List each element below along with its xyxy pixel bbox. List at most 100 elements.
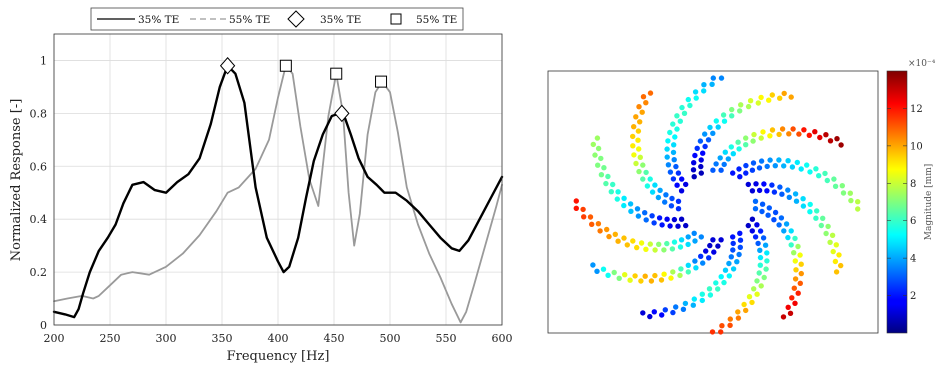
scatter-point	[745, 222, 751, 229]
scatter-point	[766, 205, 772, 211]
scatter-point	[590, 262, 596, 268]
scatter-point	[691, 296, 697, 302]
scatter-point	[755, 240, 761, 247]
scatter-point	[718, 75, 725, 81]
scatter-point	[648, 278, 655, 284]
scatter-point	[743, 170, 749, 176]
scatter-point	[670, 309, 676, 316]
scatter-point	[595, 162, 601, 168]
scatter-point	[715, 243, 721, 249]
scatter-point	[587, 214, 594, 220]
diamond-marker	[334, 104, 350, 123]
scatter-point	[634, 206, 641, 212]
scatter-point	[721, 161, 727, 168]
y-tick-label: 0.2	[30, 266, 48, 279]
scatter-point	[665, 162, 672, 168]
scatter-point	[663, 192, 669, 198]
scatter-point	[667, 129, 673, 136]
scatter-point	[797, 252, 803, 258]
scatter-point	[847, 190, 853, 196]
scatter-point	[792, 258, 798, 264]
scatter-point	[605, 272, 611, 278]
scatter-point	[779, 126, 786, 132]
line-markers-group	[219, 56, 388, 123]
scatter-point	[659, 222, 665, 228]
y-tick-label: 0.6	[30, 160, 48, 173]
scatter-point	[647, 90, 654, 96]
scatter-point	[720, 112, 727, 118]
scatter-point	[754, 278, 760, 284]
y-tick-label: 0.8	[30, 107, 48, 120]
scatter-point	[669, 246, 676, 252]
scatter-point	[671, 239, 678, 245]
scatter-point	[822, 170, 828, 177]
scatter-point	[615, 238, 621, 244]
scatter-point	[710, 237, 716, 243]
scatter-point	[817, 134, 823, 141]
scatter-point	[757, 247, 763, 253]
scatter-point	[608, 189, 614, 195]
series-line-55-te	[53, 64, 503, 324]
scatter-point	[756, 165, 763, 171]
scatter-point	[795, 243, 801, 250]
scatter-point	[667, 223, 673, 229]
scatter-point	[709, 81, 715, 88]
scatter-point	[757, 254, 764, 261]
x-tick-labels: 200 250 300 350 400 450 500 550 600	[44, 332, 513, 345]
scatter-point	[786, 131, 792, 137]
scatter-point	[756, 187, 763, 194]
scatter-point	[710, 167, 716, 173]
scatter-point	[694, 145, 700, 151]
scatter-point	[769, 92, 775, 98]
scatter-point	[765, 212, 771, 218]
scatter-point	[667, 169, 674, 175]
scatter-point	[621, 202, 627, 209]
scatter-point	[709, 329, 716, 335]
scatter-point	[612, 231, 618, 237]
scatter-point	[621, 235, 627, 241]
scatter-point	[573, 205, 579, 211]
square-marker	[330, 67, 343, 80]
scatter-point	[669, 195, 675, 202]
scatter-point	[713, 280, 719, 286]
scatter-point	[713, 161, 719, 167]
scatter-point	[702, 143, 708, 150]
colorbar-tick-label: 2	[910, 291, 916, 302]
scatter-point	[698, 234, 704, 240]
scatter-point	[793, 198, 800, 204]
scatter-point	[655, 194, 662, 201]
scatter-point	[598, 172, 605, 178]
scatter-point	[801, 127, 807, 133]
scatter-point	[745, 181, 751, 188]
scatter-point	[600, 266, 607, 272]
scatter-point	[644, 183, 651, 189]
scatter-point	[825, 223, 831, 230]
scatter-point	[764, 163, 770, 170]
legend-label-55-marker: 55% TE	[416, 14, 457, 26]
square-marker	[375, 75, 388, 88]
scatter-point	[713, 118, 719, 124]
scatter-point	[729, 106, 735, 113]
scatter-point	[800, 196, 806, 202]
scatter-point	[665, 138, 671, 144]
scatter-point	[785, 234, 791, 241]
scatter-point	[636, 168, 642, 175]
scatter-point	[675, 170, 682, 176]
scatter-point	[737, 230, 743, 236]
scatter-point	[721, 118, 728, 124]
scatter-point	[631, 152, 637, 158]
scatter-point	[788, 228, 794, 234]
scatter-point	[855, 199, 861, 205]
scatter-point	[718, 237, 724, 243]
scatter-point	[820, 215, 826, 221]
scatter-point	[735, 309, 741, 315]
scatter-point	[677, 118, 683, 124]
scatter-point	[651, 309, 657, 315]
scatter-point	[747, 98, 754, 104]
scatter-point	[813, 215, 819, 221]
scatter-point	[730, 234, 736, 240]
scatter-point	[771, 217, 777, 223]
colorbar-tick-label: 4	[910, 254, 916, 265]
scatter-point	[783, 221, 790, 227]
scatter-point	[823, 230, 829, 237]
